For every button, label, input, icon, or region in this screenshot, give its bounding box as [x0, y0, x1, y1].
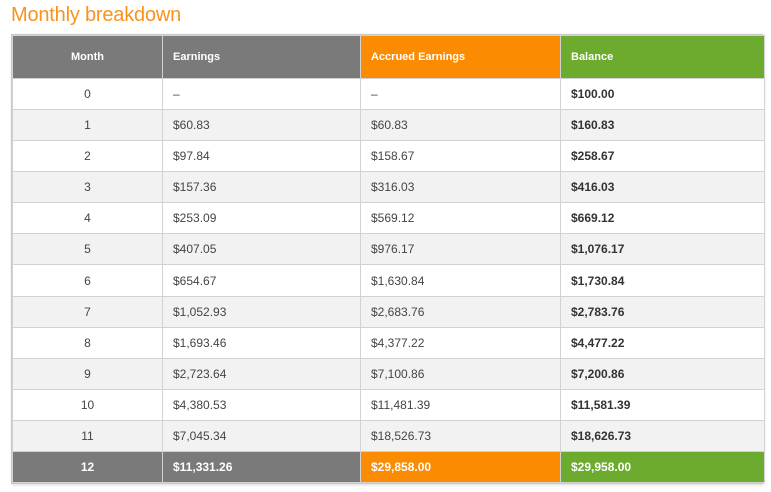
table-row: 4 $253.09 $569.12 $669.12: [12, 202, 765, 235]
cell-accrued: $569.12: [360, 202, 561, 235]
cell-balance: $7,200.86: [560, 357, 765, 390]
cell-accrued: $1,630.84: [360, 264, 561, 297]
table-row: 2 $97.84 $158.67 $258.67: [12, 140, 765, 173]
cell-balance: $2,783.76: [560, 295, 765, 328]
cell-month: 11: [12, 419, 163, 453]
table-row: 5 $407.05 $976.17 $1,076.17: [12, 233, 765, 266]
total-balance: $29,958.00: [560, 451, 765, 483]
header-balance: Balance: [560, 35, 765, 79]
table-row: 9 $2,723.64 $7,100.86 $7,200.86: [12, 357, 765, 390]
cell-balance: $416.03: [560, 171, 765, 204]
cell-month: 0: [12, 77, 163, 111]
cell-earnings: $60.83: [162, 109, 361, 142]
header-earnings: Earnings: [162, 35, 361, 79]
cell-accrued: $158.67: [360, 140, 561, 173]
cell-balance: $100.00: [560, 77, 765, 111]
cell-earnings: $2,723.64: [162, 357, 361, 390]
table-row: 8 $1,693.46 $4,377.22 $4,477.22: [12, 326, 765, 359]
page-title: Monthly breakdown: [11, 4, 182, 26]
cell-earnings: $1,052.93: [162, 295, 361, 328]
cell-month: 8: [12, 326, 163, 359]
table-body: 0– – $100.00 1 $60.83 $60.83 $160.83 2 $97.84 $15…: [12, 77, 765, 453]
table-row: 3 $157.36 $316.03 $416.03: [12, 171, 765, 204]
monthly-breakdown-table: Month Earnings Accrued Earnings Balance …: [11, 34, 765, 484]
cell-earnings: $157.36: [162, 171, 361, 204]
header-accrued-earnings: Accrued Earnings: [360, 35, 561, 79]
cell-month: 1: [12, 109, 163, 142]
cell-month: 9: [12, 357, 163, 390]
cell-earnings: $253.09: [162, 202, 361, 235]
table-header: Month Earnings Accrued Earnings Balance: [12, 35, 765, 79]
cell-balance: $1,730.84: [560, 264, 765, 297]
cell-earnings: $407.05: [162, 233, 361, 266]
cell-balance: $11,581.39: [560, 388, 765, 421]
cell-month: 7: [12, 295, 163, 328]
table-row: 11 $7,045.34 $18,526.73 $18,626.73: [12, 419, 765, 453]
cell-month: 4: [12, 202, 163, 235]
table-footer: 12 $11,331.26 $29,858.00 $29,958.00: [12, 451, 765, 483]
cell-accrued: $4,377.22: [360, 326, 561, 359]
header-row: Month Earnings Accrued Earnings Balance: [12, 35, 765, 79]
cell-month: 2: [12, 140, 163, 173]
cell-balance: $258.67: [560, 140, 765, 173]
cell-balance: $18,626.73: [560, 419, 765, 453]
cell-accrued: $7,100.86: [360, 357, 561, 390]
cell-month: 10: [12, 388, 163, 421]
table-row: 6 $654.67 $1,630.84 $1,730.84: [12, 264, 765, 297]
cell-earnings: $7,045.34: [162, 419, 361, 453]
cell-earnings: $4,380.53: [162, 388, 361, 421]
table-row: 10 $4,380.53 $11,481.39 $11,581.39: [12, 388, 765, 421]
table-row: 0– – $100.00: [12, 77, 765, 111]
cell-balance: $160.83: [560, 109, 765, 142]
total-row: 12 $11,331.26 $29,858.00 $29,958.00: [12, 451, 765, 483]
cell-accrued: $11,481.39: [360, 388, 561, 421]
breakdown-table: Month Earnings Accrued Earnings Balance …: [12, 35, 765, 483]
total-month: 12: [12, 451, 163, 483]
cell-accrued: $18,526.73: [360, 419, 561, 453]
total-accrued: $29,858.00: [360, 451, 561, 483]
cell-accrued: –: [360, 77, 561, 111]
cell-balance: $669.12: [560, 202, 765, 235]
cell-earnings: –: [162, 77, 361, 111]
table-row: 1 $60.83 $60.83 $160.83: [12, 109, 765, 142]
cell-earnings: $654.67: [162, 264, 361, 297]
total-earnings: $11,331.26: [162, 451, 361, 483]
table-row: 7 $1,052.93 $2,683.76 $2,783.76: [12, 295, 765, 328]
cell-accrued: $2,683.76: [360, 295, 561, 328]
cell-earnings: $1,693.46: [162, 326, 361, 359]
header-month: Month: [12, 35, 163, 79]
cell-accrued: $316.03: [360, 171, 561, 204]
cell-balance: $4,477.22: [560, 326, 765, 359]
cell-accrued: $60.83: [360, 109, 561, 142]
cell-month: 3: [12, 171, 163, 204]
cell-balance: $1,076.17: [560, 233, 765, 266]
cell-accrued: $976.17: [360, 233, 561, 266]
cell-earnings: $97.84: [162, 140, 361, 173]
cell-month: 6: [12, 264, 163, 297]
cell-month: 5: [12, 233, 163, 266]
